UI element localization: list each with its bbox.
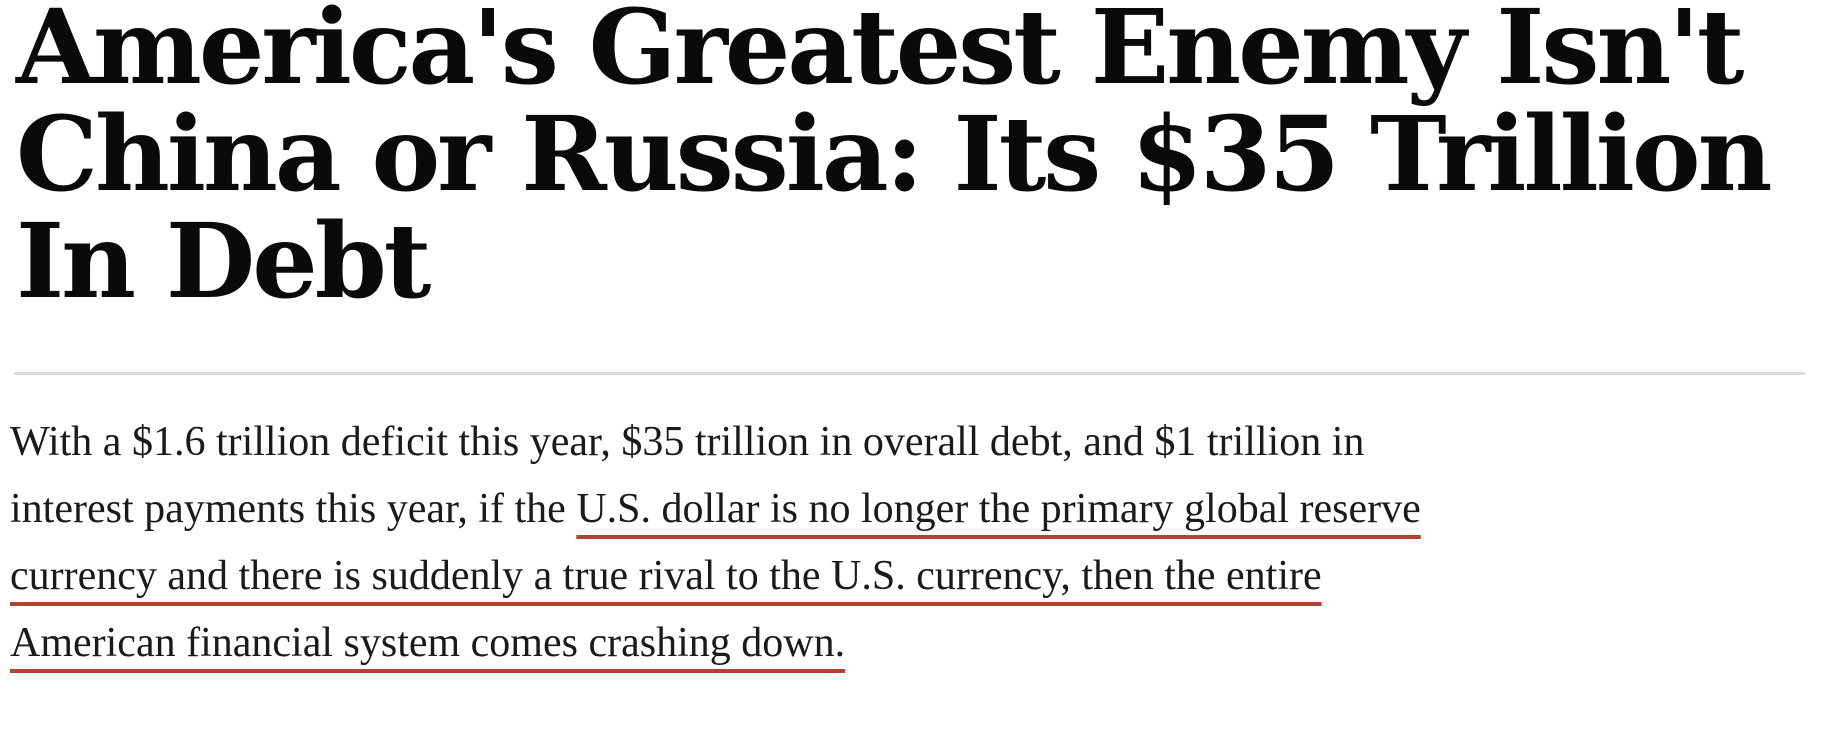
headline-divider bbox=[14, 372, 1805, 375]
article-lead-paragraph: With a $1.6 trillion deficit this year, … bbox=[0, 409, 1839, 677]
article-headline: America's Greatest Enemy Isn't China or … bbox=[16, 0, 1773, 322]
red-underlined-text: U.S. dollar is no longer the primary glo… bbox=[10, 486, 1421, 666]
paragraph-plain-text: With a $1.6 trillion deficit this year, … bbox=[10, 419, 1365, 532]
